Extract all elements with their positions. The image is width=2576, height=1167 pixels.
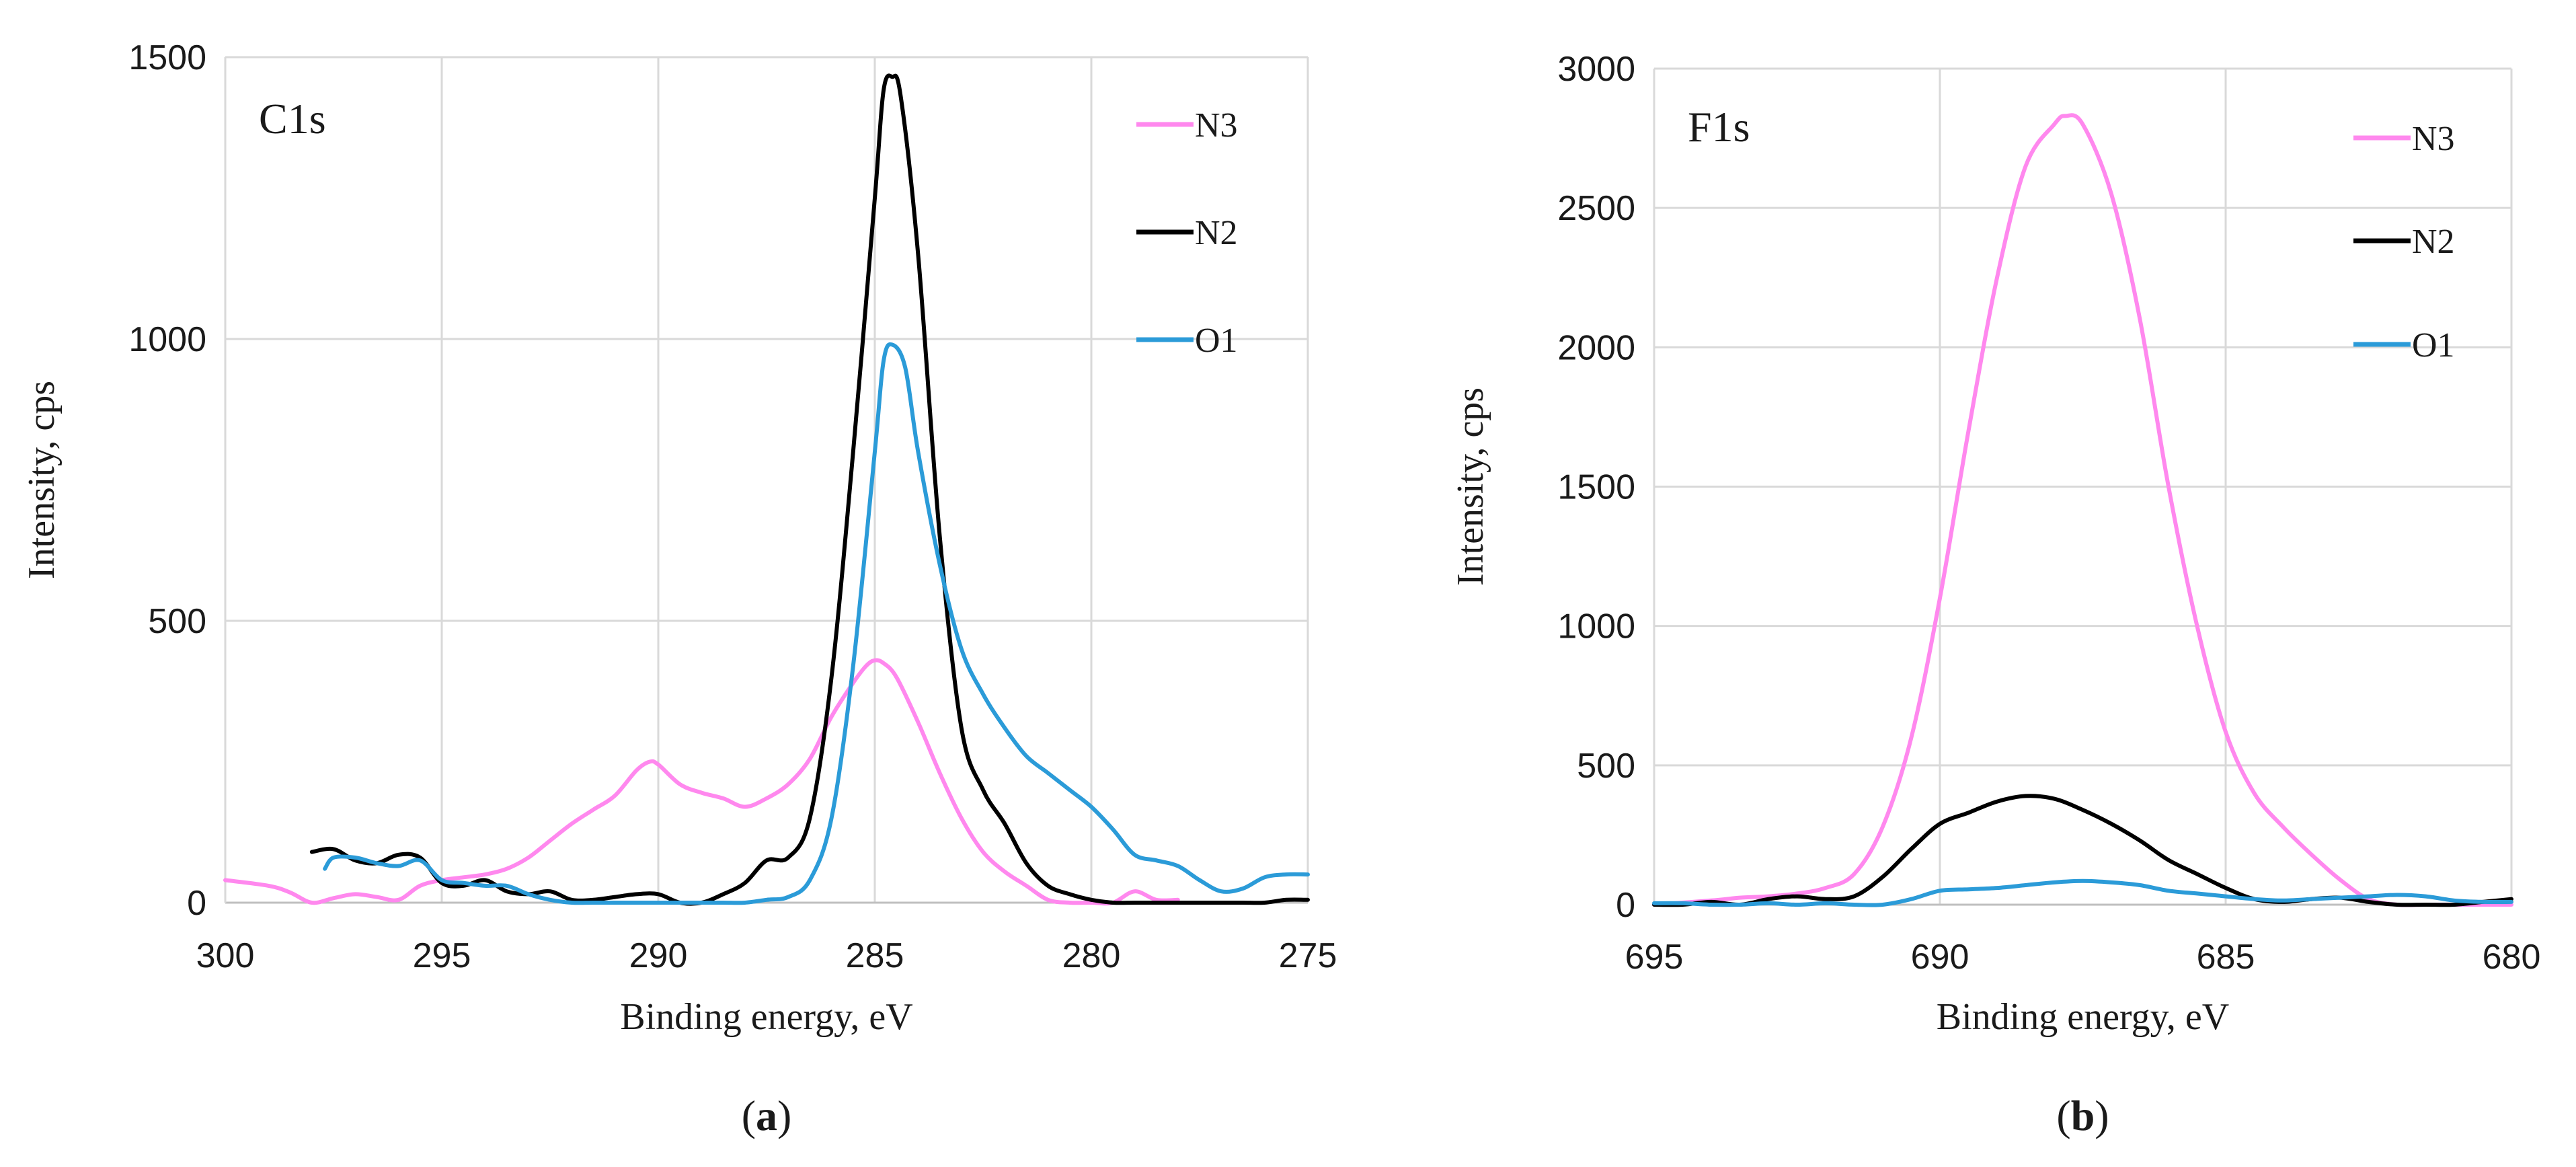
x-tick-label: 290: [629, 936, 688, 975]
legend-label-n3: N3: [1195, 106, 1238, 145]
x-tick-label: 280: [1062, 936, 1121, 975]
y-tick-label: 1500: [1557, 468, 1635, 507]
series-line-n2: [309, 73, 1310, 906]
legend-label-n3: N3: [2412, 120, 2455, 158]
x-tick-label: 285: [846, 936, 904, 975]
subfigure-label: (a): [742, 1092, 792, 1139]
series-line-o1: [323, 342, 1310, 905]
series-line-o1: [1652, 878, 2513, 907]
y-axis-title: Intensity, cps: [21, 381, 63, 579]
x-tick-label: 685: [2197, 938, 2255, 977]
y-tick-label: 1000: [1557, 607, 1635, 646]
series-line-n3: [223, 658, 1180, 906]
c1s-panel: 300 295 290 285 280 275 0 500 1000 1500 N3 N2 O1 C1s B…: [21, 38, 1337, 1139]
series-line-n2: [1652, 794, 2513, 907]
x-axis-title: Binding energy, eV: [620, 996, 912, 1038]
y-tick-label: 1500: [128, 38, 206, 77]
y-tick-label: 2000: [1557, 328, 1635, 367]
y-tick-label: 0: [187, 884, 206, 923]
y-tick-label: 2500: [1557, 189, 1635, 228]
y-tick-label: 1000: [128, 320, 206, 359]
legend-label-n2: N2: [1195, 214, 1238, 252]
x-tick-label: 275: [1279, 936, 1337, 975]
y-tick-label: 0: [1616, 886, 1635, 925]
legend-label-n2: N2: [2412, 223, 2455, 261]
series-line-n3: [1652, 113, 2513, 907]
x-tick-label: 680: [2483, 938, 2541, 977]
panel-title: F1s: [1688, 103, 1750, 151]
y-axis-title: Intensity, cps: [1450, 387, 1491, 586]
subfigure-label: (b): [2056, 1092, 2109, 1139]
x-tick-label: 690: [1911, 938, 1969, 977]
y-tick-label: 3000: [1557, 50, 1635, 89]
y-tick-label: 500: [148, 602, 206, 641]
panel-title: C1s: [259, 95, 326, 143]
legend-label-o1: O1: [1195, 322, 1238, 360]
x-tick-label: 295: [413, 936, 471, 975]
x-tick-label: 695: [1625, 938, 1684, 977]
y-tick-label: 500: [1577, 747, 1635, 786]
x-axis-title: Binding energy, eV: [1937, 996, 2229, 1038]
legend-label-o1: O1: [2412, 326, 2455, 365]
f1s-panel: 695 690 685 680 0 500 1000 1500 2000 2500 3000 N3 N2…: [1450, 50, 2540, 1139]
x-tick-label: 300: [196, 936, 255, 975]
